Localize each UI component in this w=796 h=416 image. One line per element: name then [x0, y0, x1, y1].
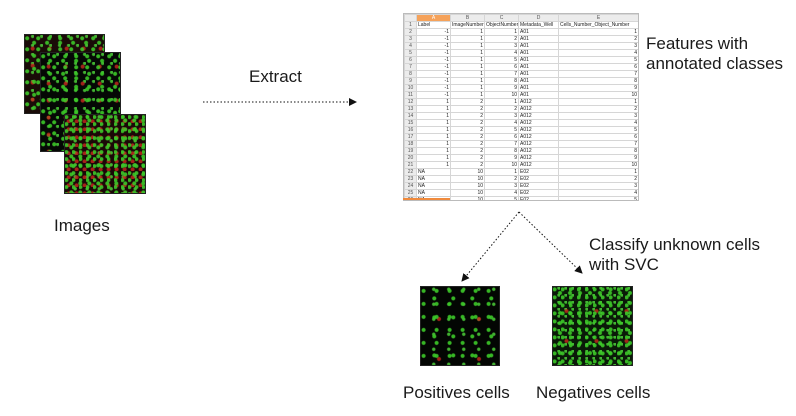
classify-arrow-left — [461, 211, 520, 282]
classify-label: Classify unknown cells with SVC — [589, 235, 761, 274]
classify-arrow-right — [518, 211, 583, 274]
positives-label: Positives cells — [403, 383, 510, 402]
header-row: 1 Label ImageNumber ObjectNumber Metadat… — [404, 21, 638, 29]
negatives-label: Negatives cells — [536, 383, 651, 402]
microscopy-image-3 — [65, 115, 145, 193]
features-label: Features with annotated classes — [646, 34, 784, 73]
table-row: 23 NA 10 2 E02 2 — [404, 175, 638, 183]
features-spreadsheet: A B C D E 1 Label ImageNumber ObjectNumb… — [403, 13, 639, 201]
extract-label: Extract — [249, 67, 302, 86]
column-letter-row: A B C D E — [404, 14, 638, 22]
sheet-tab-indicator — [403, 198, 450, 200]
table-cell: 5 — [558, 196, 638, 200]
table-row: 22 NA 10 1 E02 1 — [404, 168, 638, 176]
spreadsheet-table: A B C D E 1 Label ImageNumber ObjectNumb… — [404, 14, 638, 200]
images-label: Images — [54, 216, 110, 235]
positive-cells-image — [421, 287, 499, 365]
table-row: 14 1 2 3 A012 3 — [404, 112, 638, 120]
table-row: 18 1 2 7 A012 7 — [404, 140, 638, 148]
negative-cells-image — [553, 287, 632, 365]
